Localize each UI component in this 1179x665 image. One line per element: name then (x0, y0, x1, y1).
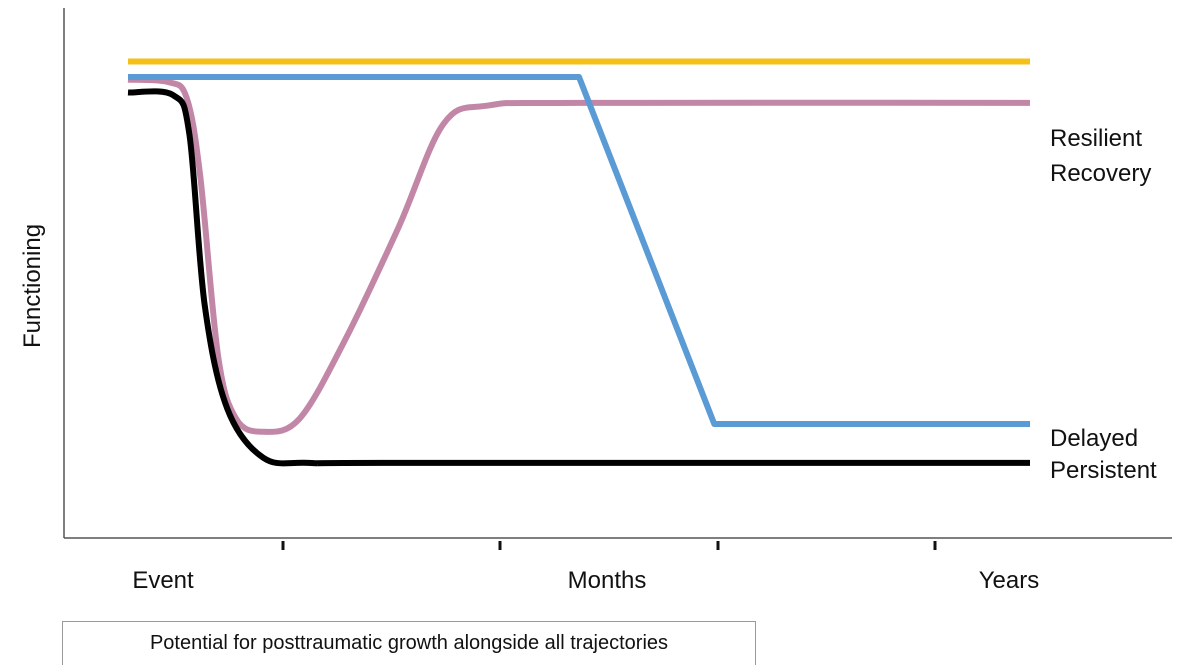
series-labels: Resilient Recovery Delayed Persistent (1050, 125, 1157, 484)
x-tick-labels: Event Months Years (132, 567, 1039, 594)
series-label-recovery: Recovery (1050, 160, 1151, 187)
series-group (127, 58, 1031, 467)
x-tick-label: Months (568, 567, 647, 594)
series-label-delayed: Delayed (1050, 425, 1138, 452)
series-label-persistent: Persistent (1050, 457, 1157, 484)
series-line-delayed (128, 73, 1030, 428)
y-axis-label: Functioning (19, 224, 46, 348)
growth-note: Potential for posttraumatic growth along… (62, 621, 756, 665)
axes (63, 8, 1172, 550)
series-label-resilient: Resilient (1050, 125, 1142, 152)
series-line-persistent (127, 88, 1030, 467)
series-line-recovery (127, 76, 1031, 435)
x-tick-label: Years (979, 567, 1040, 594)
x-tick-label: Event (132, 567, 194, 594)
